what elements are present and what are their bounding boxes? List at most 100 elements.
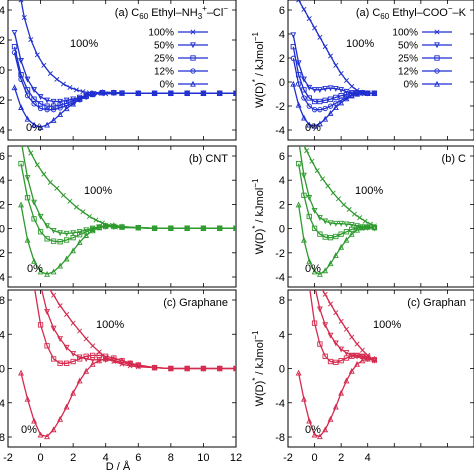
marker-square [327, 358, 334, 365]
marker-triangle-up [343, 377, 350, 384]
ylabel-exp: −1 [251, 32, 260, 42]
y-tick-label: 2 [0, 95, 5, 107]
marker-x [343, 326, 349, 332]
title-part: Ethyl–COO [389, 7, 448, 19]
legend: 100% 50% 25% 12% 0% [392, 28, 452, 91]
marker-x [64, 311, 70, 317]
marker-x [346, 206, 352, 212]
marker-triangle-down [311, 87, 318, 94]
marker-triangle-down [44, 97, 51, 104]
y-tick-label: 2 [279, 199, 285, 211]
marker-triangle-up [200, 90, 207, 96]
marker-triangle-up [216, 365, 223, 372]
y-tick-label: 0 [279, 77, 285, 89]
marker-triangle-up [110, 355, 117, 362]
marker-triangle-up [364, 223, 371, 230]
marker-circle [322, 105, 328, 112]
marker-triangle-up [184, 225, 191, 231]
marker-triangle-up [295, 101, 302, 108]
series-line-100pct [303, 146, 375, 227]
marker-circle [18, 76, 24, 82]
marker-triangle-up [295, 369, 302, 376]
marker-square [311, 225, 318, 231]
x-tick-label: 4 [365, 452, 371, 464]
marker-triangle-down [301, 172, 307, 179]
series-group [295, 290, 378, 440]
marker-square [44, 236, 50, 242]
marker-circle [306, 103, 312, 109]
marker-triangle-down [338, 346, 345, 353]
legend-label: 50% [154, 41, 174, 52]
marker-triangle-up [311, 431, 318, 438]
legend-label: 50% [398, 41, 418, 52]
marker-triangle-up [70, 100, 77, 107]
marker-triangle-up [63, 255, 70, 262]
marker-circle [24, 93, 31, 99]
marker-x [21, 14, 27, 21]
marker-x [338, 70, 344, 77]
marker-triangle-up [190, 80, 196, 87]
title-part: (a) C [115, 7, 140, 19]
marker-triangle-up [233, 365, 236, 372]
y-tick-label: 6 [279, 5, 285, 17]
marker-triangle-up [216, 225, 223, 231]
x-tick-label: 12 [230, 452, 242, 464]
title-part: (a) C [356, 7, 381, 19]
marker-x [327, 53, 334, 59]
marker-triangle-down [63, 230, 70, 237]
y-tick-label: 0 [0, 65, 5, 77]
marker-triangle-down [338, 87, 345, 94]
legend-label: 0% [404, 80, 419, 91]
marker-triangle-down [327, 220, 334, 227]
y-tick-label: 2 [0, 199, 5, 211]
marker-triangle-up [11, 84, 18, 91]
marker-triangle-down [322, 322, 329, 329]
marker-x [47, 179, 53, 185]
marker-triangle-up [119, 223, 125, 230]
marker-triangle-up [135, 361, 142, 368]
marker-triangle-up [135, 224, 142, 231]
title-part: 60 [380, 12, 389, 21]
marker-x [86, 213, 92, 220]
marker-triangle-up [200, 365, 207, 372]
marker-circle [327, 103, 334, 109]
marker-circle [301, 95, 307, 101]
x-tick-label: -2 [283, 452, 293, 464]
marker-triangle-up [316, 433, 323, 440]
marker-triangle-down [63, 97, 70, 104]
marker-x [73, 87, 79, 93]
marker-circle [311, 107, 318, 113]
marker-x [322, 44, 328, 50]
legend-label: 12% [398, 67, 418, 78]
marker-square [37, 322, 44, 328]
marker-triangle-down [359, 354, 366, 361]
marker-square [57, 239, 63, 245]
marker-triangle-up [76, 239, 83, 245]
marker-triangle-up [184, 365, 191, 372]
marker-triangle-up [233, 90, 236, 96]
annotation-100pct: 100% [70, 38, 98, 50]
title-part: − [223, 4, 228, 13]
annotation-100pct: 100% [373, 319, 401, 331]
panel-title: (a) C60 Ethyl–NH3+–Cl− [115, 4, 229, 21]
marker-square [77, 356, 83, 362]
marker-triangle-down [70, 230, 77, 237]
ylabel-unit: / kJmol [254, 340, 266, 378]
marker-square [317, 98, 323, 105]
marker-triangle-down [354, 353, 361, 360]
marker-x [57, 303, 63, 309]
panel-title: (b) CNT [189, 153, 228, 165]
series-line-25pct [309, 290, 375, 364]
marker-triangle-up [364, 90, 371, 96]
marker-triangle-down [295, 60, 302, 67]
y-tick-label: -4 [275, 125, 285, 137]
marker-triangle-up [89, 360, 96, 367]
marker-square [18, 160, 24, 167]
marker-triangle-up [89, 227, 96, 234]
x-tick-label: 2 [70, 452, 76, 464]
marker-square [77, 232, 83, 238]
marker-triangle-down [76, 354, 83, 361]
series-group [18, 290, 236, 440]
title-part: 60 [139, 12, 148, 21]
marker-triangle-up [359, 357, 366, 364]
